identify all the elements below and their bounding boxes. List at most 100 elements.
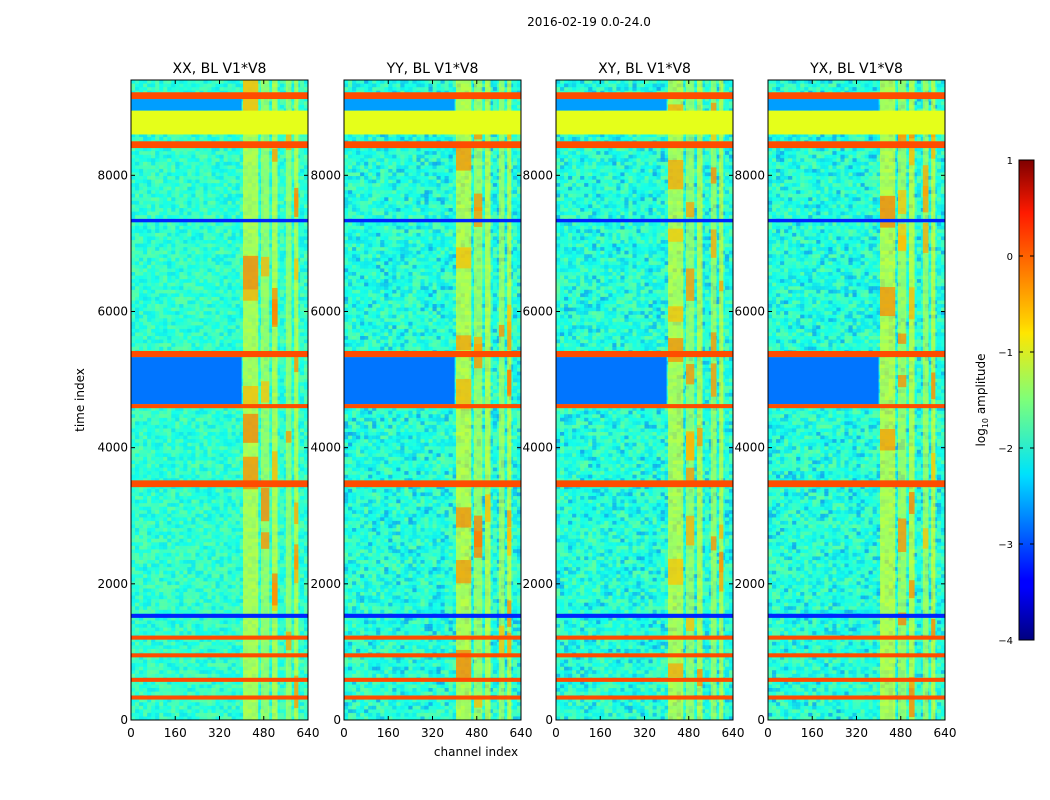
heatmap-cell — [223, 183, 228, 187]
heatmap-cell — [143, 538, 148, 543]
heatmap-cell — [211, 272, 216, 276]
heatmap-cell — [163, 222, 168, 227]
heatmap-cell — [163, 293, 168, 298]
heatmap-cell — [191, 257, 196, 262]
heatmap-cell — [227, 232, 232, 237]
heatmap-cell — [179, 289, 184, 294]
heatmap-cell — [143, 179, 148, 184]
heatmap-cell — [191, 343, 196, 347]
heatmap-cell — [219, 506, 224, 511]
heatmap-cell — [207, 627, 212, 632]
heatmap-cell — [167, 513, 172, 518]
heatmap-cell — [207, 592, 212, 596]
heatmap-cell — [179, 240, 184, 244]
heatmap-cell — [143, 311, 148, 315]
heatmap-cell — [239, 325, 244, 330]
heatmap-cell — [199, 542, 204, 547]
heatmap-cell — [135, 631, 140, 635]
heatmap-cell — [179, 410, 184, 415]
heatmap-cell — [227, 183, 232, 187]
heatmap-cell — [199, 670, 204, 675]
heatmap-cell — [139, 240, 144, 244]
heatmap-cell — [199, 325, 204, 330]
heatmap-cell — [179, 673, 184, 678]
heatmap-cell — [191, 531, 196, 536]
heatmap-cell — [183, 296, 188, 301]
heatmap-cell — [187, 698, 192, 703]
heatmap-cell — [203, 432, 208, 436]
heatmap-cell — [191, 584, 196, 589]
heatmap-cell — [139, 154, 144, 159]
heatmap-cell — [227, 332, 232, 337]
heatmap-cell — [175, 229, 180, 234]
heatmap-cell — [131, 506, 136, 511]
heatmap-cell — [235, 215, 240, 219]
heatmap-cell — [239, 499, 244, 504]
heatmap-cell — [183, 168, 188, 173]
heatmap-cell — [135, 204, 140, 209]
heatmap-cell — [171, 250, 176, 255]
heatmap-cell — [191, 716, 196, 720]
heatmap-cell — [207, 236, 212, 241]
heatmap-cell — [219, 556, 224, 561]
heatmap-cell — [163, 488, 168, 493]
heatmap-cell — [135, 478, 140, 483]
heatmap-cell — [139, 300, 144, 305]
heatmap-cell — [143, 616, 148, 621]
heatmap-cell — [131, 151, 136, 155]
heatmap-cell — [147, 574, 152, 579]
heatmap-cell — [187, 332, 192, 337]
heatmap-cell — [211, 147, 216, 152]
heatmap-cell — [167, 407, 172, 411]
heatmap-cell — [163, 215, 168, 219]
heatmap-cell — [139, 229, 144, 234]
heatmap-cell — [195, 243, 200, 248]
heatmap-cell — [219, 656, 224, 660]
heatmap-cell — [183, 520, 188, 525]
heatmap-cell — [151, 168, 156, 173]
heatmap-cell — [191, 172, 196, 177]
heatmap-cell — [167, 161, 172, 166]
heatmap-cell — [215, 332, 220, 337]
heatmap-cell — [199, 705, 204, 710]
heatmap-cell — [155, 712, 160, 717]
heatmap-cell — [211, 517, 216, 522]
heatmap-cell — [231, 698, 236, 703]
heatmap-cell — [215, 439, 220, 443]
heatmap-cell — [231, 517, 236, 522]
heatmap-cell — [215, 712, 220, 717]
heatmap-cell — [143, 151, 148, 155]
heatmap-cell — [215, 200, 220, 205]
heatmap-cell — [131, 147, 136, 152]
heatmap-cell — [159, 471, 164, 475]
heatmap-cell — [135, 648, 140, 653]
heatmap-cell — [195, 190, 200, 195]
heatmap-cell — [235, 627, 240, 632]
heatmap-cell — [167, 570, 172, 575]
heatmap-cell — [167, 492, 172, 497]
heatmap-cell — [211, 417, 216, 422]
heatmap-cell — [147, 549, 152, 554]
heatmap-cell — [143, 528, 148, 532]
heatmap-cell — [143, 261, 148, 266]
heatmap-cell — [215, 304, 220, 308]
heatmap-cell — [227, 471, 232, 475]
heatmap-cell — [207, 296, 212, 301]
heatmap-cell — [223, 432, 228, 436]
heatmap-cell — [139, 332, 144, 337]
heatmap-cell — [203, 257, 208, 262]
heatmap-cell — [155, 439, 160, 443]
heatmap-cell — [183, 250, 188, 255]
heatmap-cell — [223, 172, 228, 177]
heatmap-cell — [203, 442, 208, 447]
heatmap-cell — [151, 293, 156, 298]
heatmap-cell — [195, 304, 200, 308]
heatmap-cell — [199, 574, 204, 579]
heatmap-cell — [235, 190, 240, 195]
heatmap-cell — [159, 520, 164, 525]
heatmap-cell — [191, 599, 196, 603]
heatmap-cell — [179, 215, 184, 219]
heatmap-cell — [131, 158, 136, 163]
heatmap-cell — [231, 442, 236, 447]
heatmap-cell — [199, 200, 204, 205]
